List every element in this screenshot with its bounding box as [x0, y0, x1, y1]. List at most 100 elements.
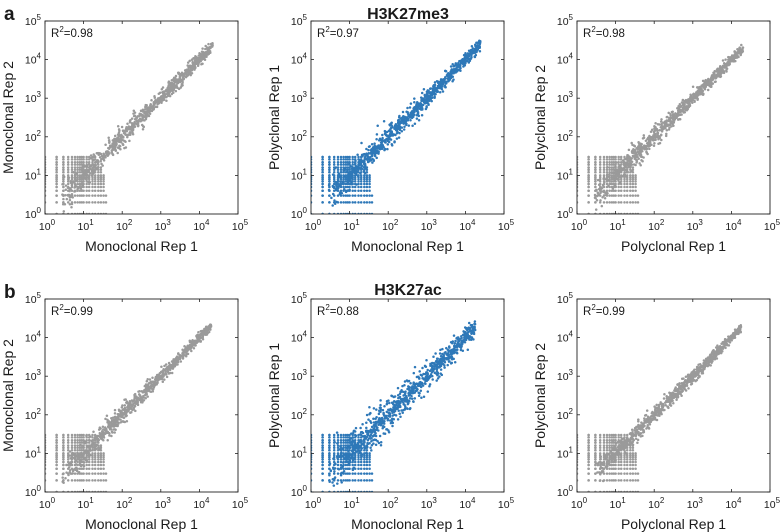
data-point — [614, 201, 617, 204]
data-point — [66, 458, 70, 461]
data-point — [737, 49, 740, 52]
data-point — [321, 174, 324, 177]
data-point — [614, 170, 618, 174]
data-point — [328, 163, 331, 166]
data-point — [598, 160, 602, 164]
data-point — [612, 160, 616, 164]
data-point — [627, 162, 631, 165]
data-point — [370, 201, 374, 204]
data-point — [348, 194, 351, 197]
data-point — [681, 107, 685, 110]
data-point — [140, 114, 144, 118]
data-point — [55, 472, 58, 475]
data-point — [188, 59, 191, 63]
data-point — [102, 174, 105, 177]
data-point — [678, 103, 682, 106]
data-point — [93, 472, 97, 475]
data-point — [363, 180, 366, 183]
data-point — [80, 467, 84, 471]
data-point — [371, 161, 374, 164]
data-point — [677, 117, 681, 121]
data-point — [612, 194, 616, 197]
data-point — [342, 444, 345, 447]
data-point — [393, 140, 396, 144]
data-point — [594, 201, 597, 204]
data-point — [379, 141, 383, 144]
data-point — [121, 143, 125, 147]
data-point — [604, 177, 608, 181]
data-point — [623, 171, 626, 174]
data-point — [73, 158, 77, 161]
data-point — [608, 172, 611, 176]
data-point — [99, 467, 103, 471]
data-point — [671, 110, 674, 114]
data-point — [594, 189, 598, 192]
data-point — [363, 201, 366, 204]
data-point — [600, 204, 604, 208]
data-point — [606, 165, 609, 169]
data-point — [371, 154, 374, 157]
data-point — [346, 472, 350, 475]
data-point — [605, 171, 609, 174]
data-point — [66, 155, 70, 159]
data-point — [201, 47, 204, 50]
data-point — [71, 469, 75, 473]
data-point — [358, 159, 362, 163]
data-point — [666, 119, 670, 122]
data-point — [73, 194, 77, 197]
data-point — [342, 479, 345, 482]
data-point — [339, 171, 343, 174]
data-point — [109, 423, 112, 427]
data-point — [181, 79, 184, 83]
data-point — [631, 174, 635, 177]
data-point — [401, 110, 405, 114]
data-point — [336, 168, 340, 172]
data-point — [55, 160, 58, 164]
data-point — [133, 405, 137, 408]
data-point — [365, 472, 369, 475]
data-point — [339, 168, 343, 172]
data-point — [91, 189, 94, 193]
data-point — [78, 479, 82, 482]
data-point — [130, 405, 134, 408]
data-point — [598, 175, 602, 179]
data-point — [321, 163, 324, 166]
data-point — [85, 189, 88, 193]
data-point — [602, 168, 606, 172]
data-point — [62, 463, 65, 467]
data-point — [65, 197, 69, 201]
data-point — [667, 128, 671, 131]
data-point — [70, 438, 74, 442]
data-point — [78, 163, 82, 166]
data-point — [101, 164, 104, 167]
data-point — [431, 90, 434, 94]
data-point — [357, 453, 360, 457]
x-tick-label: 103 — [421, 218, 438, 233]
y-tick-label: 105 — [291, 13, 308, 28]
data-point — [75, 172, 79, 175]
data-point — [687, 98, 691, 101]
data-point — [104, 194, 108, 197]
data-point — [102, 463, 105, 467]
data-point — [89, 453, 92, 457]
data-point — [368, 145, 371, 148]
data-point — [102, 431, 105, 434]
data-point — [617, 166, 620, 169]
data-point — [368, 177, 371, 181]
data-point — [642, 146, 646, 150]
data-point — [93, 446, 96, 449]
data-point — [696, 98, 699, 101]
data-point — [363, 449, 366, 452]
scatter-plot-2: 100 101 102 103 104 105100101102103104105Mono… — [266, 13, 515, 254]
data-point — [99, 175, 103, 179]
data-point — [359, 458, 363, 461]
data-point — [365, 449, 369, 452]
data-point — [61, 480, 64, 484]
data-point — [66, 174, 70, 177]
data-point — [85, 455, 88, 459]
data-point — [91, 177, 94, 181]
data-point — [123, 413, 126, 416]
data-point — [331, 184, 335, 188]
r-squared-label: R2=0.98 — [583, 25, 625, 40]
data-point — [183, 74, 186, 78]
